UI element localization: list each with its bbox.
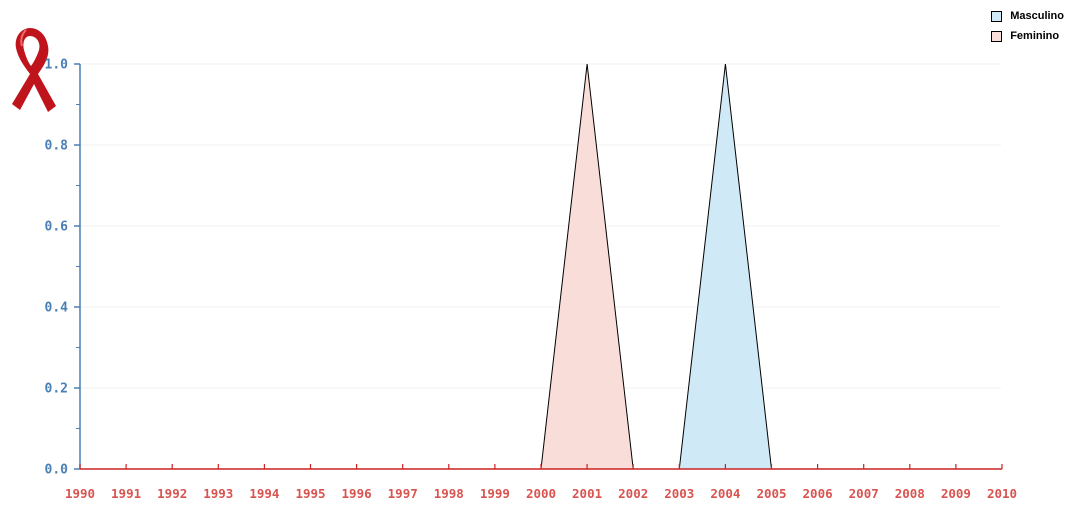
y-tick-label: 0.0 — [45, 463, 69, 478]
legend-swatch — [991, 30, 1003, 42]
x-tick-label: 2000 — [526, 486, 556, 501]
x-tick-label: 2005 — [756, 486, 786, 501]
legend: Masculino Feminino — [991, 6, 1064, 46]
legend-item-feminino: Feminino — [991, 26, 1064, 46]
x-tick-label: 1991 — [111, 486, 141, 501]
y-tick-label: 1.0 — [45, 58, 69, 73]
x-tick-label: 1993 — [203, 486, 233, 501]
x-tick-label: 1997 — [388, 486, 418, 501]
area-series-masculino — [80, 63, 1002, 470]
x-tick-label: 2003 — [664, 486, 694, 501]
x-tick-label: 1994 — [249, 486, 279, 501]
x-tick-label: 2006 — [803, 486, 833, 501]
x-tick-label: 1995 — [295, 486, 325, 501]
x-tick-label: 1990 — [65, 486, 95, 501]
x-tick-label: 1996 — [342, 486, 372, 501]
awareness-ribbon-logo — [12, 28, 56, 112]
legend-swatch — [991, 10, 1003, 22]
x-tick-label: 1992 — [157, 486, 187, 501]
y-tick-label: 0.6 — [45, 220, 69, 235]
x-tick-label: 2010 — [987, 486, 1017, 501]
legend-label: Masculino — [1010, 10, 1064, 22]
x-tick-label: 2008 — [895, 486, 925, 501]
legend-label: Feminino — [1010, 30, 1060, 42]
y-tick-label: 0.2 — [45, 382, 68, 397]
y-tick-label: 0.4 — [45, 301, 69, 316]
x-tick-label: 1998 — [434, 486, 464, 501]
y-tick-label: 0.8 — [45, 139, 69, 154]
x-tick-label: 2002 — [618, 486, 648, 501]
x-tick-label: 1999 — [480, 486, 510, 501]
legend-item-masculino: Masculino — [991, 6, 1064, 26]
x-tick-label: 2009 — [941, 486, 971, 501]
x-tick-label: 2007 — [849, 486, 879, 501]
area-series-feminino — [80, 63, 1002, 470]
x-tick-label: 2001 — [572, 486, 602, 501]
x-tick-label: 2004 — [710, 486, 740, 501]
